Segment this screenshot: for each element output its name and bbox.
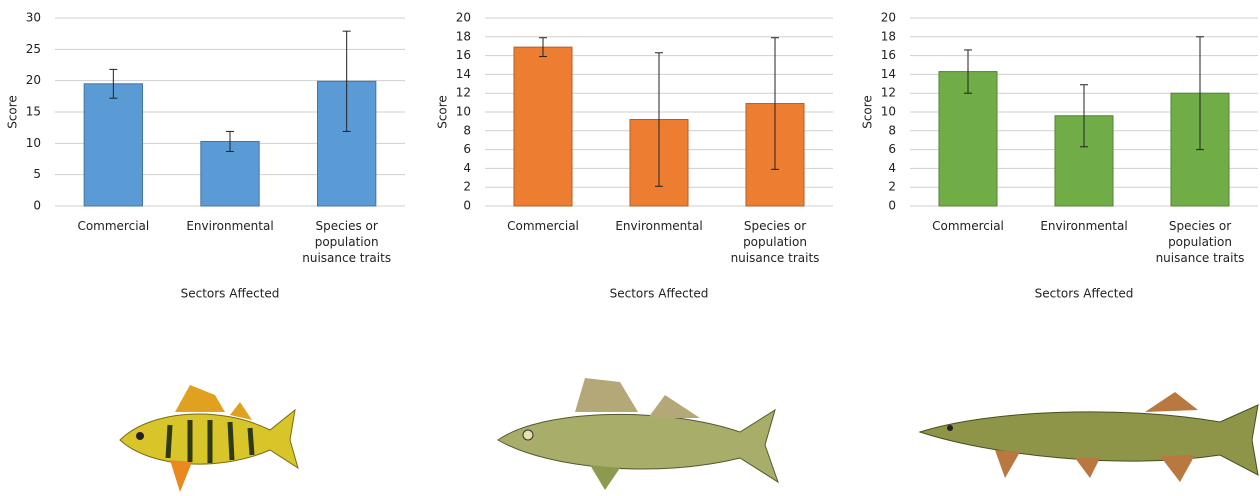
y-tick-label: 2: [888, 180, 896, 194]
y-tick-label: 16: [881, 48, 896, 62]
y-tick-label: 8: [888, 123, 896, 137]
y-tick-label: 25: [26, 42, 41, 56]
y-tick-label: 6: [888, 142, 896, 156]
x-tick-label-box: Species or population nuisance traits: [730, 219, 820, 265]
x-tick-label: Species or population nuisance traits: [302, 219, 392, 265]
y-axis-title: Score: [861, 95, 875, 129]
bar: [83, 83, 143, 207]
x-tick-label: Environmental: [186, 219, 274, 233]
x-tick-label-box: Species or population nuisance traits: [1155, 219, 1245, 265]
y-tick-label: 30: [26, 11, 41, 25]
x-axis-title: Sectors Affected: [610, 287, 709, 301]
error-bar: [226, 130, 234, 152]
y-tick-label: 2: [463, 180, 471, 194]
x-tick-label-box: Commercial: [932, 219, 1004, 233]
y-tick-label: 18: [881, 29, 896, 43]
x-tick-label: Environmental: [1040, 219, 1128, 233]
y-tick-label: 0: [463, 199, 471, 213]
chart: 0 5 10 15 20 25 30 Score Sectors Affected Commerc…: [6, 11, 405, 301]
y-axis-title: Score: [6, 95, 20, 129]
y-tick-label: 20: [26, 73, 41, 87]
error-bar: [109, 68, 118, 99]
x-tick-label: Commercial: [507, 219, 579, 233]
y-tick-label: 14: [881, 67, 896, 81]
pike-illustration: [918, 392, 1259, 482]
x-tick-label: Commercial: [77, 219, 150, 233]
y-tick-label: 10: [26, 136, 41, 150]
y-tick-label: 20: [456, 11, 471, 25]
error-bar: [964, 49, 972, 94]
y-tick-label: 5: [33, 167, 41, 181]
bar: [200, 140, 260, 207]
y-tick-label: 6: [463, 142, 471, 156]
y-tick-label: 0: [33, 199, 41, 213]
y-tick-label: 8: [463, 123, 471, 137]
chart: 0 2 4 6 8 10 12 14 16 18 20 Score Sectors Affected Co…: [861, 11, 1258, 301]
error-bar: [342, 30, 351, 132]
x-tick-label-box: Environmental: [1040, 219, 1128, 233]
x-tick-label-box: Environmental: [615, 219, 703, 233]
x-tick-label: Commercial: [932, 219, 1004, 233]
x-tick-label: Species or population nuisance traits: [730, 219, 820, 265]
x-tick-label: Species or population nuisance traits: [1155, 219, 1245, 265]
walleye-illustration: [497, 378, 779, 490]
error-bar: [1196, 36, 1204, 151]
y-tick-label: 10: [456, 105, 471, 119]
error-bar: [1080, 84, 1088, 148]
y-tick-label: 18: [456, 29, 471, 43]
y-tick-label: 0: [888, 199, 896, 213]
y-tick-label: 12: [456, 86, 471, 100]
y-tick-label: 4: [888, 161, 896, 175]
y-tick-label: 14: [456, 67, 471, 81]
error-bar: [655, 52, 663, 187]
x-tick-label-box: Commercial: [507, 219, 579, 233]
perch-illustration: [119, 385, 299, 492]
x-tick-label-box: Commercial: [77, 219, 150, 233]
y-tick-label: 4: [463, 161, 471, 175]
error-bar: [539, 37, 547, 58]
y-tick-label: 16: [456, 48, 471, 62]
y-tick-label: 10: [881, 105, 896, 119]
y-axis-title: Score: [436, 95, 450, 129]
x-axis-title: Sectors Affected: [181, 287, 280, 301]
chart: 0 2 4 6 8 10 12 14 16 18 20 Score Sectors Affected Co…: [436, 11, 833, 301]
x-tick-label-box: Environmental: [186, 219, 274, 233]
y-tick-label: 15: [26, 105, 41, 119]
y-tick-label: 12: [881, 86, 896, 100]
x-tick-label: Environmental: [615, 219, 703, 233]
error-bar: [771, 37, 779, 170]
bar: [513, 46, 573, 207]
x-axis-title: Sectors Affected: [1035, 287, 1134, 301]
x-tick-label-box: Species or population nuisance traits: [302, 219, 392, 265]
y-tick-label: 20: [881, 11, 896, 25]
